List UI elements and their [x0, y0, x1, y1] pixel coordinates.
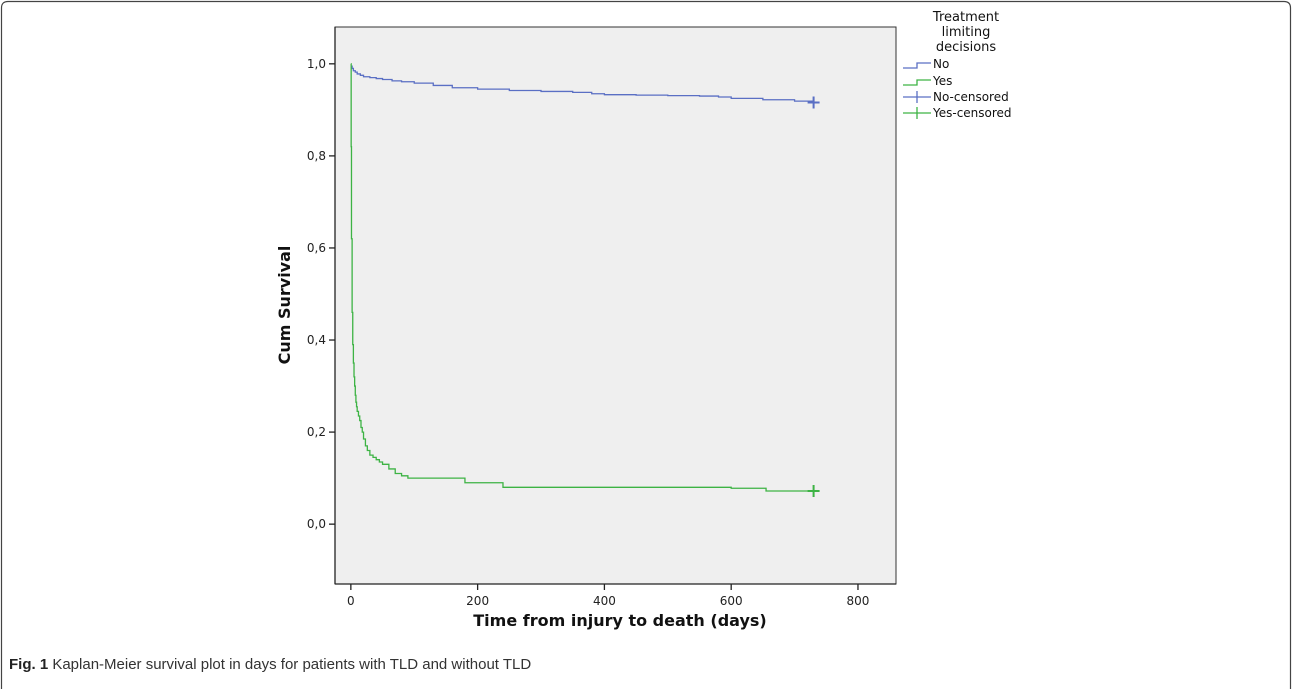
figure-caption-label: Fig. 1 [9, 656, 49, 673]
legend-label-yes-censored: Yes-censored [932, 106, 1012, 120]
legend-label-yes: Yes [932, 74, 952, 88]
y-tick-label: 0,8 [307, 149, 326, 163]
x-tick-label: 200 [466, 594, 489, 608]
y-axis-ticks: 0,0 0,2 0,4 0,6 0,8 1,0 [307, 57, 335, 531]
legend-title-line-1: Treatment [932, 10, 999, 25]
figure-caption-text: Kaplan-Meier survival plot in days for p… [48, 656, 532, 673]
series-line-no [350, 65, 815, 103]
x-tick-label: 600 [720, 594, 743, 608]
plot-area [334, 26, 897, 585]
legend-swatch-no [903, 62, 931, 69]
legend: Treatment limiting decisions No Yes No-c… [903, 10, 1012, 120]
y-tick-label: 0,6 [307, 241, 326, 255]
y-tick-label: 0,0 [307, 517, 326, 531]
x-tick-label: 400 [593, 594, 616, 608]
y-tick-label: 1,0 [307, 57, 326, 71]
x-axis-title: Time from injury to death (days) [473, 611, 766, 630]
legend-swatch-yes [903, 79, 931, 86]
x-tick-label: 0 [347, 594, 355, 608]
figure-caption: Fig. 1 Kaplan-Meier survival plot in day… [9, 656, 531, 673]
x-tick-label: 800 [847, 594, 870, 608]
y-tick-label: 0,2 [307, 425, 326, 439]
legend-title-line-3: decisions [936, 40, 997, 55]
series-line-yes [350, 63, 814, 492]
series-layer [350, 63, 820, 498]
legend-label-no-censored: No-censored [933, 90, 1009, 104]
y-axis-title: Cum Survival [275, 246, 294, 365]
x-axis-ticks: 0 200 400 600 800 [347, 584, 869, 608]
y-tick-label: 0,4 [307, 333, 326, 347]
legend-label-no: No [933, 57, 949, 71]
legend-title-line-2: limiting [942, 25, 991, 40]
